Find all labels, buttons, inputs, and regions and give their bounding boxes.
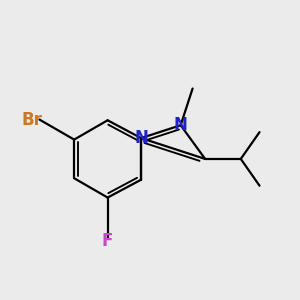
Text: N: N bbox=[134, 129, 148, 147]
Text: N: N bbox=[174, 116, 188, 134]
Text: F: F bbox=[102, 232, 113, 250]
Text: Br: Br bbox=[22, 110, 42, 128]
